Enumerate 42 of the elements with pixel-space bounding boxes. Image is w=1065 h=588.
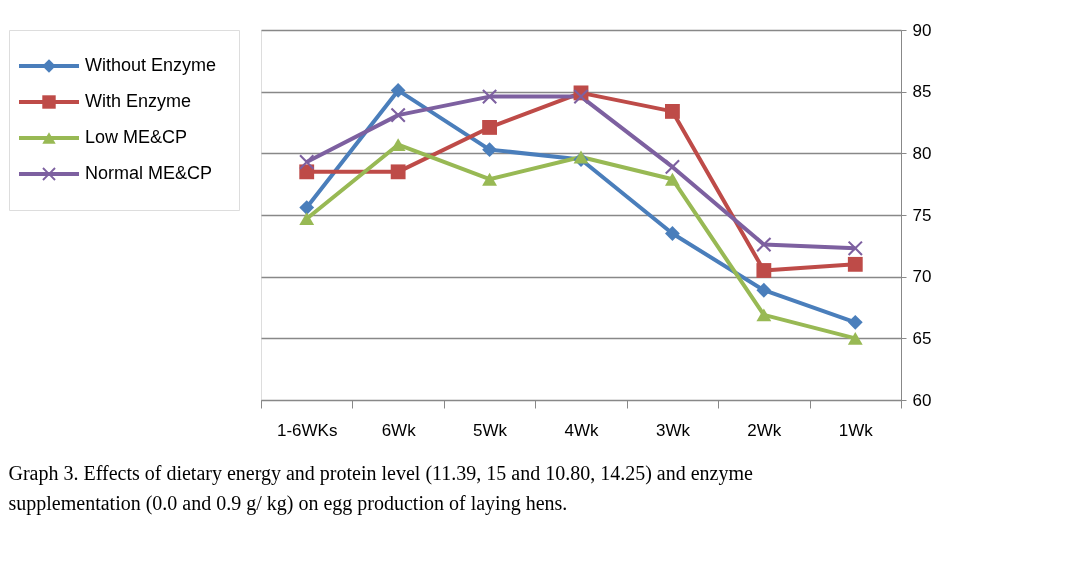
point	[482, 142, 497, 158]
point	[665, 103, 680, 119]
point	[756, 263, 772, 278]
y-tick-label: 75	[912, 205, 932, 225]
point	[390, 83, 406, 98]
x-tick-label: 2Wk	[747, 420, 782, 440]
point	[482, 89, 497, 105]
legend-label: Without Enzyme	[85, 55, 217, 75]
x-tick-label: 5Wk	[473, 420, 508, 440]
point	[847, 314, 863, 330]
legend-label: Normal ME&CP	[85, 163, 213, 183]
y-tick-label: 70	[912, 267, 932, 287]
point	[482, 172, 497, 186]
point	[756, 237, 772, 253]
x-tick-label: 1Wk	[838, 420, 874, 440]
point	[847, 240, 863, 256]
point	[573, 89, 589, 105]
point	[756, 308, 772, 322]
point	[299, 212, 315, 226]
y-tick-label: 65	[912, 328, 932, 348]
y-tick-label: 85	[912, 82, 932, 102]
legend-label: With Enzyme	[85, 91, 192, 111]
y-tick-label: 90	[912, 20, 932, 40]
point	[847, 331, 863, 345]
point	[390, 164, 406, 180]
point	[756, 282, 772, 298]
point	[665, 172, 680, 186]
point	[847, 256, 863, 272]
point	[665, 226, 680, 241]
y-tick-label: 60	[912, 390, 932, 410]
legend-label: Low ME&CP	[85, 127, 188, 147]
point	[482, 120, 497, 135]
caption: Graph 3. Effects of dietary energy and protein level (11.39, 15 and 10.80, 14.25) and enzyme supplementation (0.0 and 0.9 g/ kg) on egg production of laying hens.	[8, 461, 754, 515]
x-tick-label: 3Wk	[655, 420, 691, 440]
point	[299, 200, 315, 216]
point	[390, 107, 406, 123]
point	[665, 159, 680, 175]
x-tick-label: 1-6WKs	[276, 420, 338, 440]
point	[299, 154, 315, 170]
y-tick-label: 80	[912, 143, 932, 163]
x-tick-label: 4Wk	[564, 420, 599, 440]
x-tick-label: 6Wk	[381, 420, 417, 440]
